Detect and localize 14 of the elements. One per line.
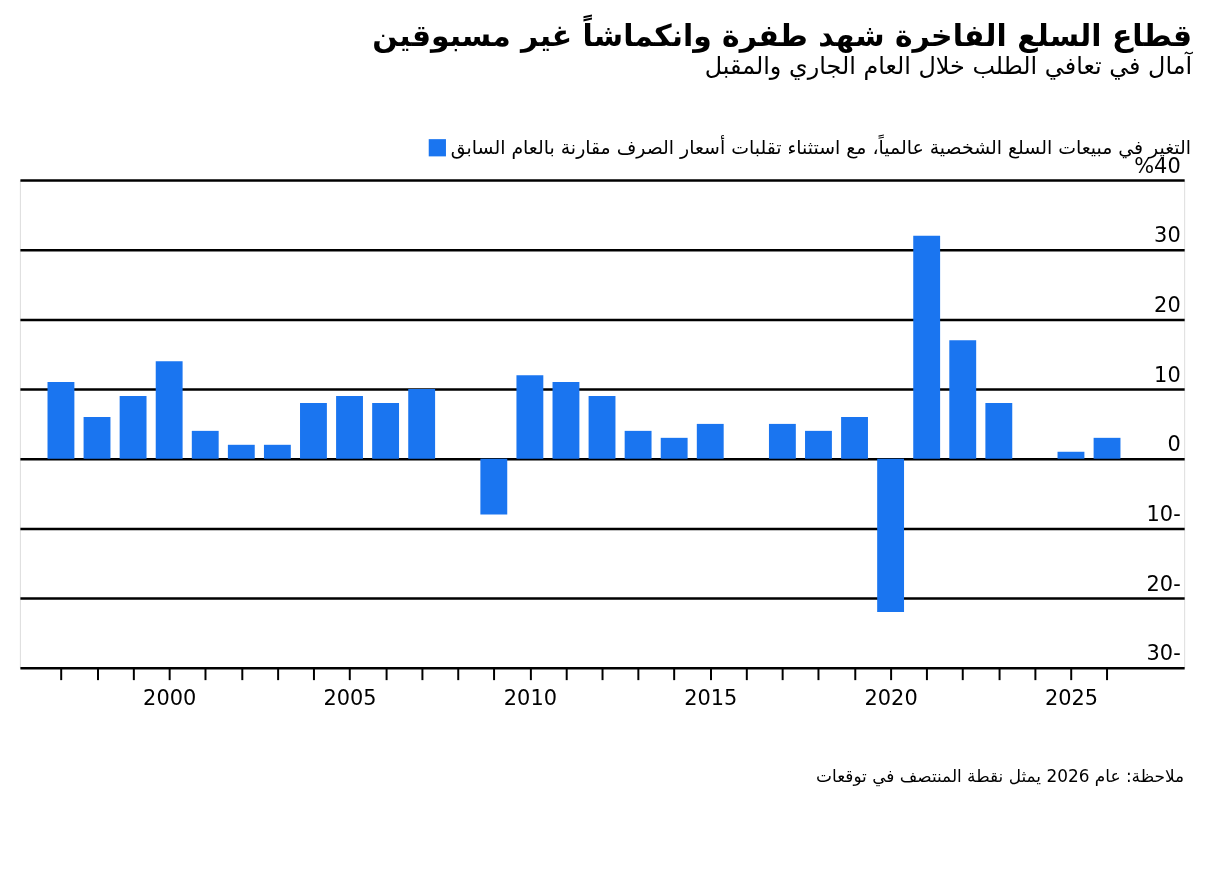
y-tick-label: 30: [1154, 223, 1181, 248]
x-tick-label: 2010: [503, 686, 557, 711]
y-tick-label: 10-: [1146, 501, 1181, 526]
x-tick-label: 2015: [684, 686, 738, 711]
x-tick-label: 2025: [1044, 686, 1099, 711]
y-tick-label: 10: [1154, 362, 1181, 387]
y-tick-label: 20-: [1146, 571, 1181, 596]
x-tick-label: 2005: [323, 686, 377, 711]
text: ملاحظة: عام 2026 يمثل نقطة المنتصف في توقعات: [816, 766, 1185, 788]
x-tick-label: 2020: [864, 686, 918, 711]
y-tick-label: 0: [1167, 432, 1181, 457]
y-tick-label: 30-: [1146, 641, 1181, 666]
x-tick-label: 2000: [143, 686, 197, 711]
y-tick-label: 20: [1154, 292, 1181, 317]
